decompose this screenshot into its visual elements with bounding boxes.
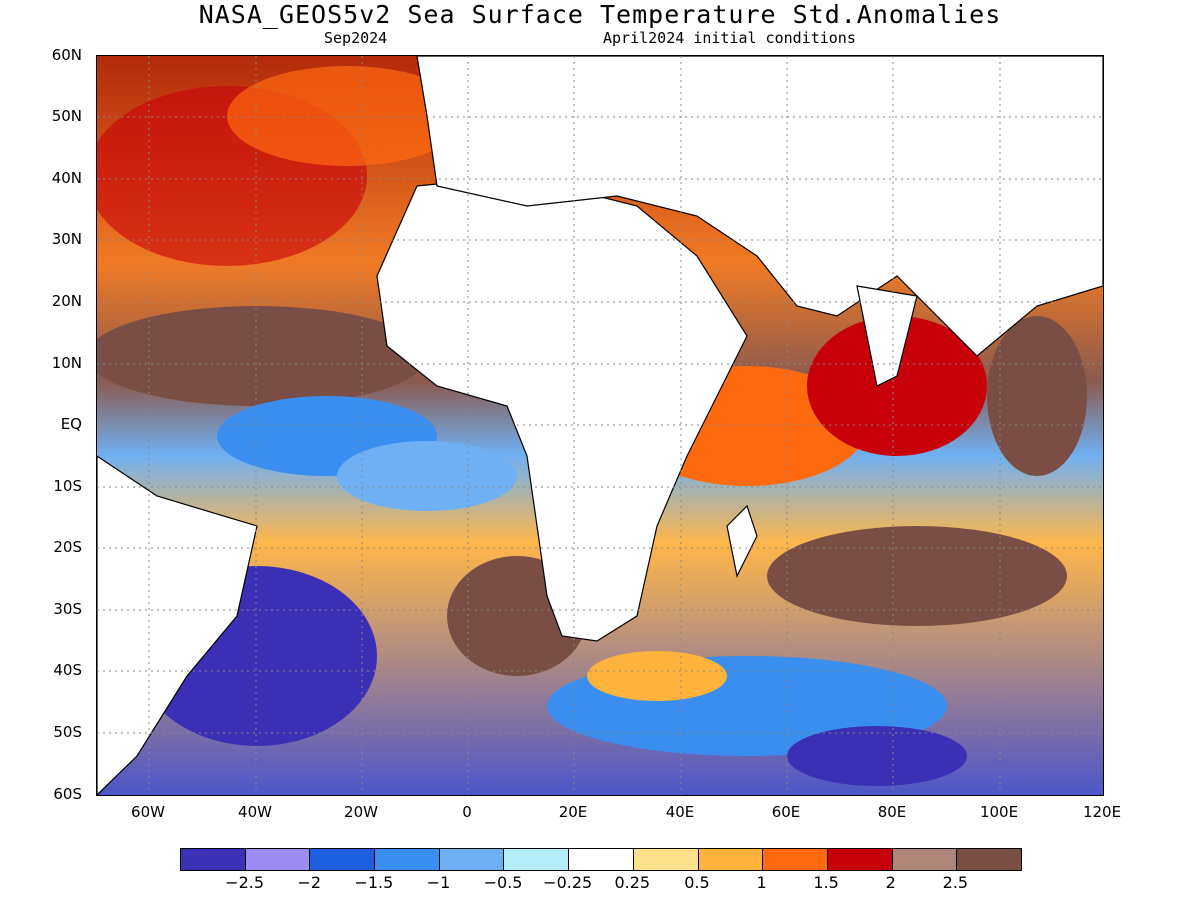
- lat-label: 50S: [53, 723, 82, 741]
- lat-label: 20N: [51, 292, 82, 310]
- lon-label: 40W: [238, 803, 272, 821]
- color-bar-label: 1.5: [813, 873, 839, 892]
- sst-anomaly-map: [96, 55, 1104, 796]
- color-bar-swatch: [892, 849, 958, 870]
- color-bar-label: −1: [426, 873, 451, 892]
- color-bar-label: 2: [885, 873, 896, 892]
- lat-label: 50N: [51, 107, 82, 125]
- color-bar-swatch: [633, 849, 699, 870]
- lat-label: 10N: [51, 354, 82, 372]
- lon-label: 60W: [131, 803, 165, 821]
- south-america-land: [97, 455, 258, 795]
- lat-label: EQ: [60, 415, 82, 433]
- color-bar-label: 0.5: [684, 873, 710, 892]
- africa-land: [376, 175, 748, 642]
- color-bar-swatch: [439, 849, 505, 870]
- color-bar-label: 1: [756, 873, 767, 892]
- color-bar-label: 2.5: [942, 873, 969, 892]
- lat-label: 30S: [53, 600, 82, 618]
- lon-label: 20W: [344, 803, 378, 821]
- color-bar-swatch: [181, 849, 246, 870]
- lat-label: 20S: [53, 538, 82, 556]
- lat-label: 60N: [51, 46, 82, 64]
- color-bar-swatch: [698, 849, 764, 870]
- color-bar-label: −0.25: [543, 873, 593, 892]
- india-land: [856, 285, 918, 387]
- color-bar-label: −2: [297, 873, 322, 892]
- anomaly-field: [97, 66, 1087, 786]
- madagascar-land: [726, 504, 758, 578]
- lon-label: 120E: [1082, 803, 1122, 821]
- map-title: NASA_GEOS5v2 Sea Surface Temperature Std…: [198, 0, 1002, 29]
- lon-label: 0: [462, 803, 472, 821]
- land-masses: [97, 56, 1103, 795]
- lon-label: 80E: [877, 803, 907, 821]
- color-bar-swatch: [569, 849, 634, 870]
- color-bar-swatch: [827, 849, 893, 870]
- color-bar: [180, 848, 1022, 871]
- color-bar-swatch: [375, 849, 440, 870]
- eurasia-land: [416, 56, 1103, 357]
- color-bar-label: 0.25: [614, 873, 651, 892]
- lon-label: 40E: [665, 803, 695, 821]
- color-bar-swatch: [310, 849, 376, 870]
- lon-label: 60E: [771, 803, 801, 821]
- map-canvas: [97, 56, 1103, 795]
- color-bar-swatch: [957, 849, 1021, 870]
- color-bar-label: −1.5: [354, 873, 394, 892]
- lat-label: 40S: [53, 661, 82, 679]
- color-bar-label: −2.5: [225, 873, 265, 892]
- color-bar-swatch: [763, 849, 828, 870]
- lon-label: 20E: [558, 803, 588, 821]
- forecast-month: Sep2024: [324, 29, 388, 47]
- lat-label: 40N: [51, 169, 82, 187]
- initial-conditions: April2024 initial conditions: [603, 29, 856, 47]
- lat-label: 60S: [53, 785, 82, 803]
- color-bar-label: −0.5: [483, 873, 523, 892]
- lat-label: 10S: [53, 477, 82, 495]
- color-bar-swatch: [245, 849, 311, 870]
- color-bar-swatch: [504, 849, 570, 870]
- lat-label: 30N: [51, 230, 82, 248]
- lon-label: 100E: [979, 803, 1019, 821]
